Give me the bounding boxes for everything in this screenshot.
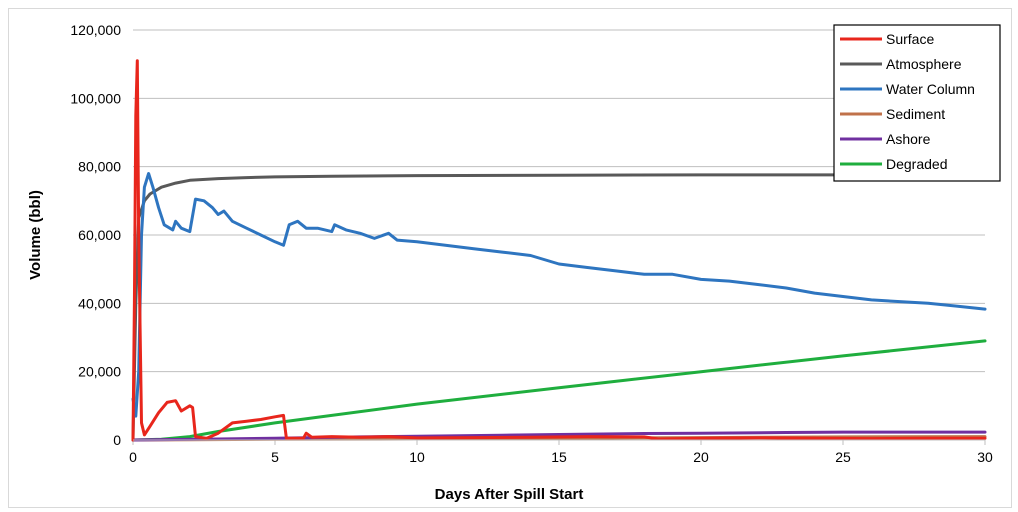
legend-label-atmosphere: Atmosphere (886, 56, 962, 72)
legend-label-ashore: Ashore (886, 131, 931, 147)
x-tick-label: 30 (977, 449, 993, 465)
x-tick-label: 0 (129, 449, 137, 465)
y-tick-label: 20,000 (78, 364, 121, 380)
y-axis-ticks: 0 20,000 40,000 60,000 80,000 100,000 120,000 (70, 22, 121, 448)
legend-label-water-column: Water Column (886, 81, 975, 97)
legend-label-sediment: Sediment (886, 106, 945, 122)
series-line-water-column (131, 172, 987, 418)
y-axis-title: Volume (bbl) (27, 190, 44, 280)
x-axis-title: Days After Spill Start (435, 486, 584, 503)
x-tick-label: 25 (835, 449, 851, 465)
series-line-atmosphere (131, 173, 987, 442)
x-axis-ticks: 0 5 10 15 20 25 30 (129, 440, 993, 465)
y-tick-label: 120,000 (70, 22, 121, 38)
legend-label-degraded: Degraded (886, 156, 948, 172)
series-line-degraded (131, 339, 987, 442)
x-tick-label: 10 (409, 449, 425, 465)
y-tick-label: 80,000 (78, 159, 121, 175)
x-tick-label: 15 (551, 449, 567, 465)
y-tick-label: 60,000 (78, 227, 121, 243)
y-tick-label: 40,000 (78, 295, 121, 311)
legend: Surface Atmosphere Water Column Sediment Ash… (833, 24, 1001, 182)
series-lines (131, 59, 987, 442)
series-line-ashore (131, 430, 987, 442)
x-tick-label: 20 (693, 449, 709, 465)
y-tick-label: 0 (113, 432, 121, 448)
y-tick-label: 100,000 (70, 90, 121, 106)
legend-label-surface: Surface (886, 31, 934, 47)
x-tick-label: 5 (271, 449, 279, 465)
legend-box (833, 24, 1001, 182)
series-line-surface (131, 59, 987, 442)
